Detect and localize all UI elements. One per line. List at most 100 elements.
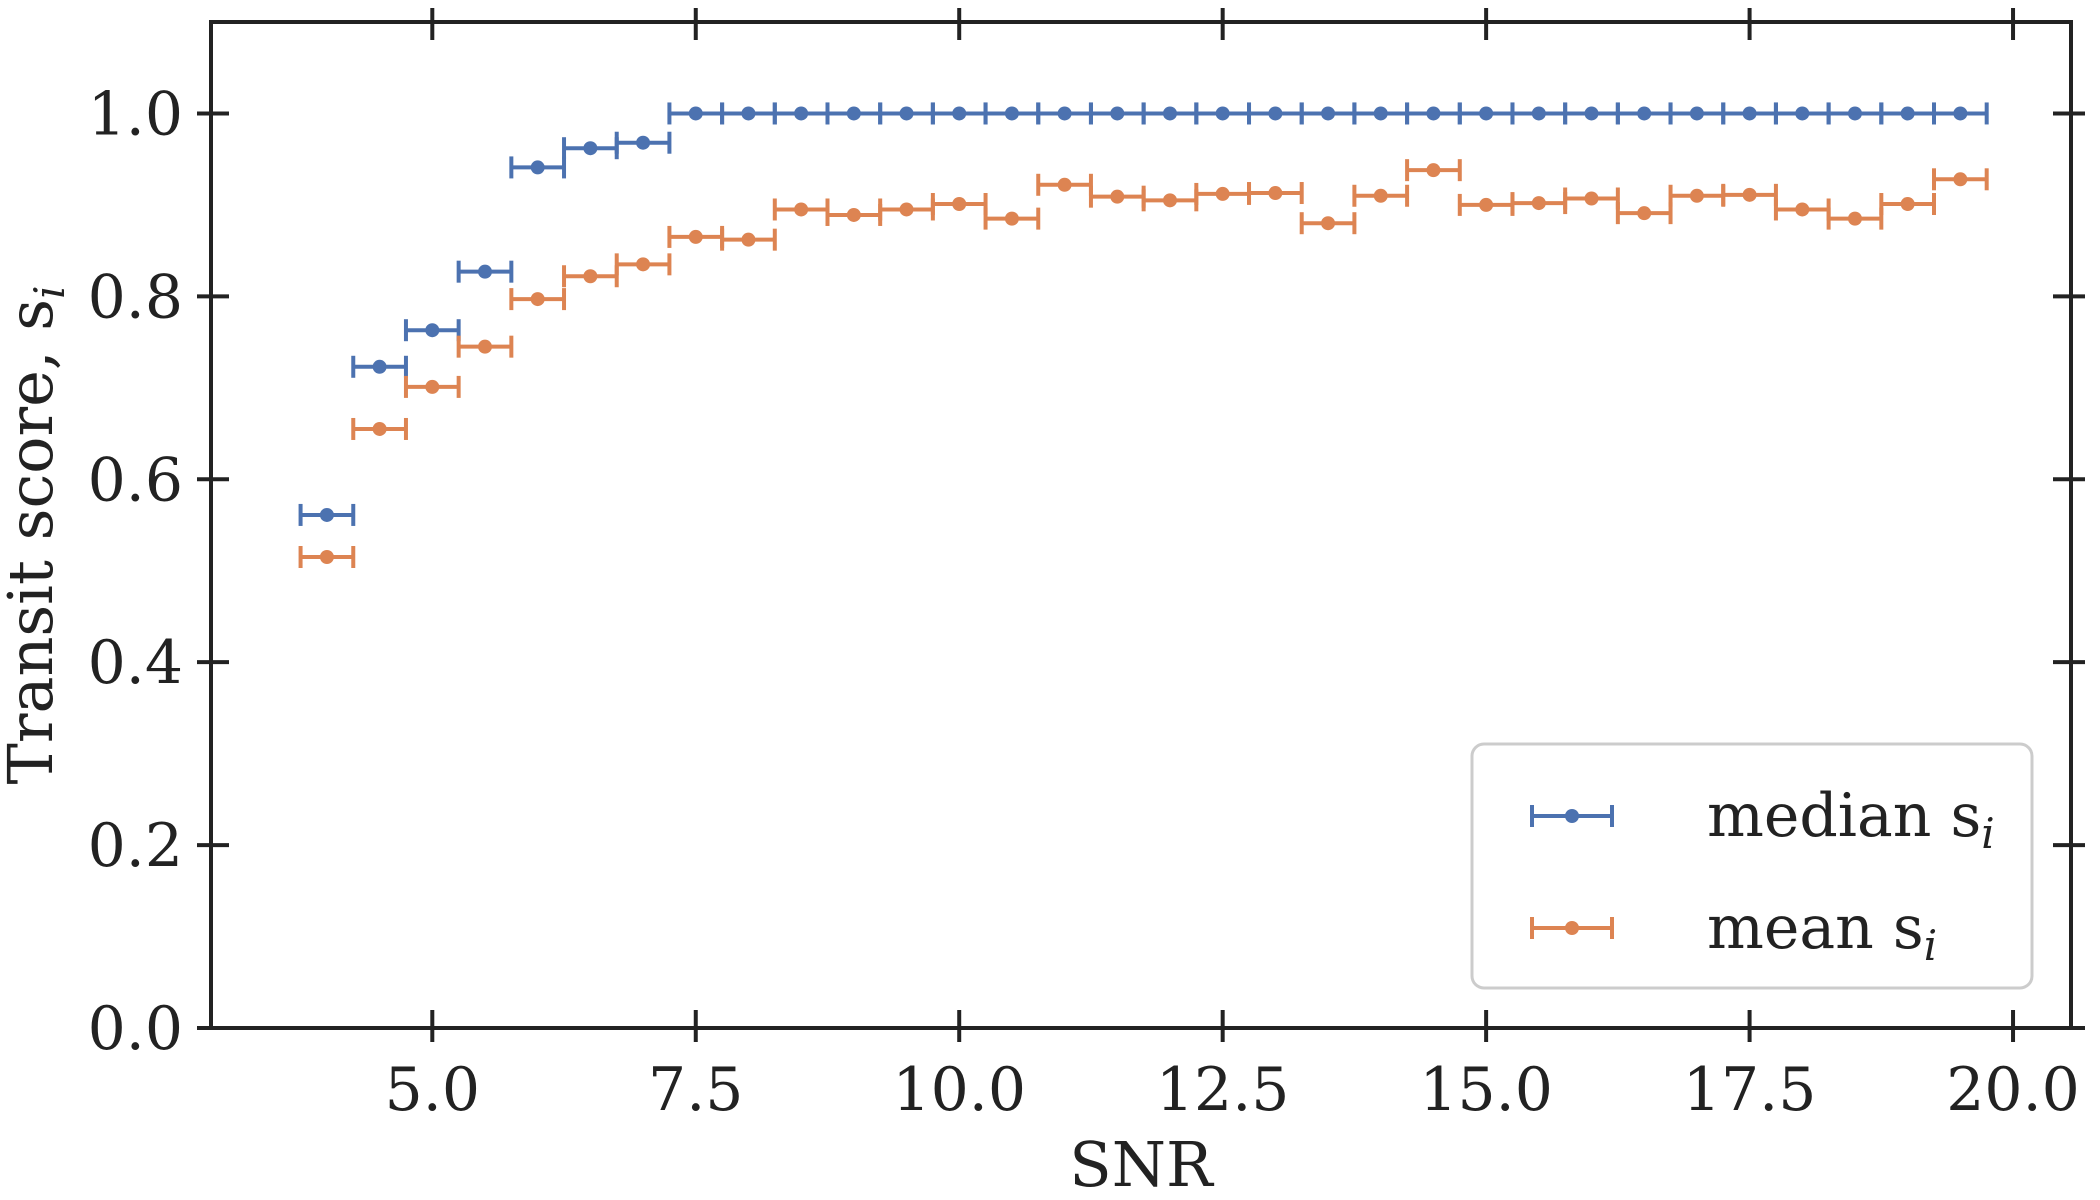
data-marker	[1584, 106, 1599, 121]
legend-entry-mean: mean si	[1530, 893, 1937, 970]
data-point	[1457, 102, 1515, 125]
data-point	[614, 131, 672, 154]
data-marker	[1584, 191, 1599, 206]
x-tick-label: 12.5	[1156, 1055, 1290, 1125]
data-marker	[899, 202, 914, 217]
data-marker	[425, 323, 440, 338]
data-marker	[1373, 106, 1388, 121]
y-tick-label: 0.6	[88, 445, 183, 515]
data-marker	[1531, 196, 1546, 211]
data-marker	[1742, 187, 1757, 202]
data-marker	[1953, 106, 1968, 121]
data-marker	[1479, 197, 1494, 212]
y-tick-label: 0.2	[88, 811, 183, 881]
y-tick-label: 0.4	[88, 628, 183, 698]
data-marker	[1637, 206, 1652, 221]
data-marker	[794, 106, 809, 121]
data-marker	[1689, 106, 1704, 121]
data-marker	[1426, 163, 1441, 178]
axes-border	[209, 20, 2073, 1030]
data-marker	[1215, 186, 1230, 201]
data-marker	[372, 359, 387, 374]
x-tick-label: 20.0	[1946, 1055, 2080, 1125]
y-tick-label: 1.0	[88, 79, 183, 149]
plot-area	[298, 102, 1989, 569]
data-marker	[636, 135, 651, 150]
data-marker	[530, 160, 545, 175]
data-marker	[1004, 211, 1019, 226]
x-tick-label: 10.0	[892, 1055, 1026, 1125]
legend-label-subscript: i	[1924, 921, 1937, 970]
y-axis-title: Transit score, si	[0, 285, 74, 784]
data-marker	[1847, 106, 1862, 121]
data-marker	[319, 550, 334, 565]
data-marker	[372, 421, 387, 436]
data-marker	[688, 106, 703, 121]
data-point	[1247, 182, 1304, 205]
x-tick-label: 17.5	[1683, 1055, 1817, 1125]
data-point	[509, 156, 567, 179]
data-marker	[1321, 106, 1336, 121]
data-marker	[1268, 186, 1283, 201]
y-tick-label: 0.8	[88, 262, 183, 332]
legend-handle-marker	[1565, 809, 1579, 823]
data-point	[1141, 189, 1199, 212]
legend-label: mean si	[1707, 893, 1937, 970]
x-axis-title: SNR	[1069, 1128, 1215, 1200]
series-mean	[298, 159, 1989, 569]
data-marker	[1531, 106, 1546, 121]
x-tick-label: 7.5	[648, 1055, 743, 1125]
data-marker	[1162, 193, 1177, 208]
data-point	[772, 198, 830, 221]
legend-label: median si	[1707, 781, 1995, 858]
data-marker	[952, 106, 967, 121]
data-marker	[1268, 106, 1283, 121]
data-point	[720, 228, 777, 251]
data-marker	[425, 379, 440, 394]
data-marker	[636, 257, 651, 272]
data-marker	[1110, 106, 1125, 121]
data-marker	[846, 106, 861, 121]
axes-frame: 5.0 7.5 10.0 12.5 15.0 17.5 20.0 0.0 0.2 0.4 0.6 0.…	[0, 8, 2085, 1200]
data-point	[1036, 173, 1093, 196]
data-point	[1932, 102, 1989, 125]
data-marker	[477, 339, 492, 354]
data-point	[298, 546, 356, 569]
data-point	[1879, 192, 1937, 215]
data-point	[1932, 168, 1989, 191]
data-marker	[688, 229, 703, 244]
data-point	[1563, 187, 1620, 210]
data-marker	[952, 196, 967, 211]
data-marker	[1847, 211, 1862, 226]
data-marker	[1215, 106, 1230, 121]
legend-handle-marker	[1565, 921, 1579, 935]
data-marker	[1900, 106, 1915, 121]
data-marker	[1110, 189, 1125, 204]
series-median	[298, 102, 1989, 526]
data-marker	[1162, 106, 1177, 121]
data-marker	[899, 106, 914, 121]
data-point	[1352, 184, 1410, 207]
data-point	[1826, 207, 1884, 230]
data-point	[509, 288, 567, 311]
legend-label-subscript: i	[1981, 809, 1994, 858]
data-point	[456, 260, 514, 283]
data-point	[1405, 159, 1462, 182]
data-marker	[1479, 106, 1494, 121]
data-point	[1721, 183, 1778, 206]
data-marker	[1057, 106, 1072, 121]
data-point	[983, 207, 1041, 230]
data-point	[614, 253, 672, 276]
data-point	[403, 375, 461, 398]
data-point	[298, 503, 356, 526]
data-marker	[583, 269, 598, 284]
data-marker	[1795, 106, 1810, 121]
x-tick-label: 5.0	[385, 1055, 480, 1125]
y-axis-title-subscript: i	[25, 285, 74, 298]
data-marker	[477, 264, 492, 279]
data-point	[351, 355, 408, 378]
data-marker	[741, 232, 756, 247]
data-marker	[846, 207, 861, 222]
